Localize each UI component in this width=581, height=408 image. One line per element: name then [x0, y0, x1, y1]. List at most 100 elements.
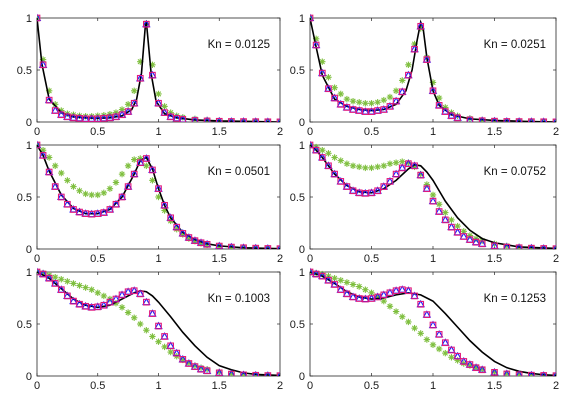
- triangle-point: [540, 371, 547, 376]
- square-point: [515, 118, 523, 122]
- x-tick-label: 1.5: [487, 126, 502, 138]
- star-point: [448, 216, 455, 224]
- square-point: [264, 372, 272, 376]
- square-point: [203, 367, 211, 375]
- triangle-point: [227, 242, 235, 249]
- square-point: [161, 333, 168, 340]
- square-point: [331, 281, 338, 288]
- square-point: [276, 372, 280, 376]
- square-point: [312, 41, 320, 49]
- x-tick-label: 2: [553, 380, 559, 392]
- x-tick-label: 2: [553, 126, 559, 138]
- panel-top-right: 0 0.5 1 1.5 2 0 0.5 1 Kn = 0.0251: [290, 13, 559, 138]
- square-point: [411, 45, 418, 53]
- star-point: [325, 150, 332, 157]
- triangle-point: [240, 243, 247, 249]
- triangle-point: [528, 243, 535, 249]
- square-point: [380, 183, 388, 190]
- square-point: [528, 244, 535, 249]
- square-point: [540, 118, 548, 122]
- square-point: [528, 118, 535, 122]
- star-point: [368, 164, 375, 172]
- square-point: [540, 372, 548, 376]
- square-point: [39, 270, 47, 278]
- panel-middle-left: 0 0.5 1 1.5 2 0 0.5 1 Kn = 0.0501: [17, 140, 283, 265]
- square-point: [276, 118, 280, 122]
- square-point: [173, 223, 181, 231]
- square-point: [417, 22, 425, 30]
- y-tick-label: 1: [26, 267, 32, 279]
- square-point: [528, 371, 535, 376]
- series-line: [37, 17, 280, 122]
- star-point: [399, 158, 406, 165]
- square-point: [361, 108, 369, 115]
- square-point: [64, 200, 71, 208]
- x-tick-label: 1: [155, 253, 161, 265]
- star-point: [349, 98, 357, 105]
- triangle-point: [265, 371, 271, 376]
- square-point: [405, 287, 412, 295]
- square-point: [179, 116, 187, 122]
- square-point: [491, 369, 498, 376]
- star-point: [435, 201, 443, 208]
- x-tick-label: 2: [277, 380, 283, 392]
- triangle-point: [265, 244, 271, 249]
- x-tick-label: 0.5: [90, 253, 105, 265]
- square-point: [167, 342, 175, 350]
- triangle-point: [310, 13, 315, 22]
- star-point: [88, 286, 95, 293]
- star-point: [380, 162, 387, 169]
- star-point: [100, 189, 108, 197]
- square-point: [310, 141, 314, 149]
- x-tick-label: 0: [34, 126, 40, 138]
- x-tick-label: 0: [34, 253, 40, 265]
- square-point: [240, 118, 247, 122]
- square-point: [155, 322, 162, 330]
- star-point: [337, 277, 344, 284]
- star-point: [52, 162, 59, 169]
- square-point: [423, 56, 431, 63]
- x-tick-label: 0: [307, 126, 313, 138]
- triangle-point: [553, 371, 556, 376]
- star-point: [349, 162, 357, 169]
- x-tick-label: 2: [277, 253, 283, 265]
- triangle-point: [240, 117, 247, 122]
- plot-area: [37, 140, 280, 249]
- triangle-point: [515, 370, 523, 376]
- panel-bottom-left: 0 0.5 1 1.5 2 0 0.5 1 Kn = 0.1003: [17, 267, 283, 392]
- square-point: [337, 178, 345, 185]
- kn-annotation: Kn = 0.0501: [208, 166, 270, 178]
- star-point: [392, 308, 400, 315]
- x-tick-label: 0.5: [364, 253, 379, 265]
- series-line: [37, 271, 280, 376]
- star-point: [435, 94, 443, 102]
- star-point: [70, 280, 77, 287]
- square-point: [143, 155, 150, 162]
- square-point: [112, 200, 120, 208]
- square-point: [429, 87, 437, 95]
- star-point: [155, 90, 162, 98]
- square-point: [386, 103, 394, 110]
- axes-box: [309, 271, 557, 377]
- square-point: [57, 193, 65, 201]
- star-point: [149, 333, 156, 340]
- square-point: [478, 366, 486, 374]
- square-point: [39, 152, 47, 159]
- x-tick-label: 1: [430, 380, 436, 392]
- square-point: [435, 102, 443, 109]
- panel-bottom-right: 0 0.5 1 1.5 2 0 0.5 1 Kn = 0.1253: [290, 267, 559, 392]
- triangle-point: [503, 117, 510, 122]
- square-point: [179, 356, 187, 363]
- x-tick-label: 1: [155, 380, 161, 392]
- y-tick-label: 0: [26, 117, 32, 129]
- square-point: [435, 208, 443, 215]
- star-point: [124, 101, 132, 108]
- plot-area: [310, 13, 556, 122]
- star-point: [64, 278, 71, 285]
- square-point: [124, 108, 132, 115]
- square-point: [392, 287, 400, 295]
- square-point: [429, 321, 437, 329]
- plot-area: [310, 267, 556, 376]
- star-point: [124, 162, 132, 169]
- star-point: [454, 357, 461, 364]
